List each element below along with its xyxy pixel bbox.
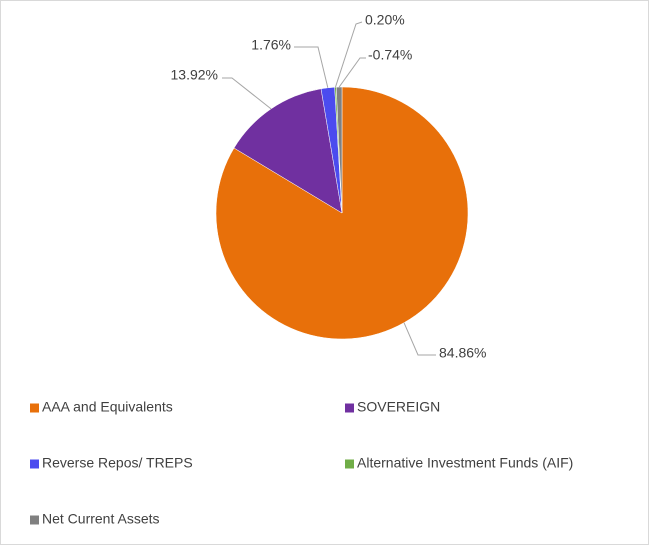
legend-swatch <box>30 403 39 413</box>
leader-line <box>334 21 363 88</box>
legend-swatch <box>345 403 354 413</box>
legend-label: SOVEREIGN <box>357 399 440 415</box>
data-label: -0.74% <box>368 47 412 63</box>
legend-label: Reverse Repos/ TREPS <box>42 455 193 471</box>
data-label: 84.86% <box>439 345 486 361</box>
leader-line <box>294 46 329 88</box>
data-label: 0.20% <box>365 12 405 28</box>
data-label: 1.76% <box>251 37 291 53</box>
leader-line <box>338 57 366 88</box>
leader-line <box>403 322 436 356</box>
pie-slice <box>233 88 343 214</box>
legend-swatch <box>30 459 39 469</box>
legend-swatch <box>30 515 39 525</box>
legend-label: Alternative Investment Funds (AIF) <box>357 455 573 471</box>
data-label: 13.92% <box>171 67 218 83</box>
legend-label: Net Current Assets <box>42 511 160 527</box>
legend-swatch <box>345 459 354 469</box>
legend-label: AAA and Equivalents <box>42 399 173 415</box>
leader-line <box>222 77 272 110</box>
